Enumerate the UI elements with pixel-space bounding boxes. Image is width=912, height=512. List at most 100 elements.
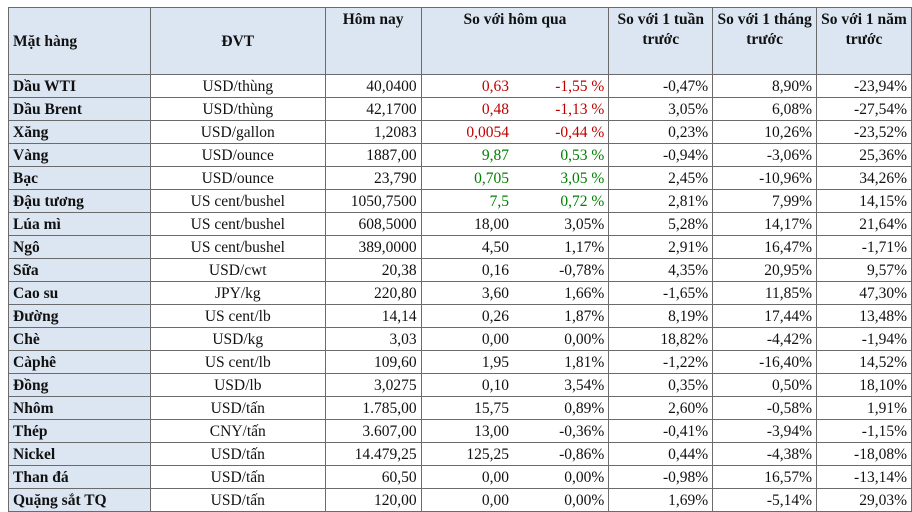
cell-unit: USD/gallon	[149, 120, 326, 144]
table-row: Chè USD/kg 3,03 0,00 0,00% 18,82% -4,42% -1,94%	[8, 327, 912, 351]
cell-change-abs: 3,60	[420, 281, 513, 305]
cell-vs-week: 5,28%	[608, 212, 714, 236]
cell-item: Nhôm	[8, 396, 151, 420]
header-vs-month: So với 1 tháng trước	[712, 7, 818, 75]
cell-item: Lúa mì	[8, 212, 151, 236]
header-row: Mặt hàng ĐVT Hôm nay So với hôm qua So v…	[8, 7, 912, 75]
cell-change-abs: 0,48	[420, 97, 513, 121]
cell-vs-week: -1,65%	[608, 281, 714, 305]
cell-price-today: 42,1700	[324, 97, 422, 121]
cell-unit: US cent/bushel	[149, 212, 326, 236]
cell-price-today: 14.479,25	[324, 442, 422, 466]
cell-vs-month: 8,90%	[712, 74, 818, 98]
cell-item: Bạc	[8, 166, 151, 190]
header-vs-week: So với 1 tuần trước	[608, 7, 714, 75]
cell-price-today: 109,60	[324, 350, 422, 374]
cell-unit: USD/ounce	[149, 143, 326, 167]
cell-item: Thép	[8, 419, 151, 443]
cell-vs-week: -0,41%	[608, 419, 714, 443]
cell-change-pct: -0,86%	[512, 442, 610, 466]
cell-item: Xăng	[8, 120, 151, 144]
cell-price-today: 3,0275	[324, 373, 422, 397]
cell-change-abs: 0,00	[420, 465, 513, 489]
cell-unit: USD/tấn	[149, 465, 326, 489]
table-row: Vàng USD/ounce 1887,00 9,87 0,53 % -0,94% -3,0…	[8, 143, 912, 167]
cell-price-today: 14,14	[324, 304, 422, 328]
cell-unit: US cent/lb	[149, 304, 326, 328]
header-vs-yesterday: So với hôm qua	[420, 7, 610, 75]
cell-vs-month: 16,47%	[712, 235, 818, 259]
cell-vs-week: 1,69%	[608, 488, 714, 512]
cell-change-pct: 0,72 %	[512, 189, 610, 213]
table-row: Xăng USD/gallon 1,2083 0,0054 -0,44 % 0,23% 10…	[8, 120, 912, 144]
cell-item: Càphê	[8, 350, 151, 374]
cell-change-pct: 0,00%	[512, 488, 610, 512]
cell-change-pct: 0,00%	[512, 327, 610, 351]
cell-change-pct: 3,05%	[512, 212, 610, 236]
cell-change-abs: 13,00	[420, 419, 513, 443]
cell-change-pct: 0,53 %	[512, 143, 610, 167]
cell-vs-month: 7,99%	[712, 189, 818, 213]
cell-item: Ngô	[8, 235, 151, 259]
cell-vs-week: 4,35%	[608, 258, 714, 282]
cell-unit: USD/cwt	[149, 258, 326, 282]
cell-unit: US cent/bushel	[149, 235, 326, 259]
cell-vs-month: -3,06%	[712, 143, 818, 167]
cell-vs-month: 11,85%	[712, 281, 818, 305]
cell-unit: USD/tấn	[149, 488, 326, 512]
cell-price-today: 120,00	[324, 488, 422, 512]
cell-vs-week: 3,05%	[608, 97, 714, 121]
cell-vs-week: 0,23%	[608, 120, 714, 144]
cell-vs-year: 13,48%	[816, 304, 912, 328]
commodity-table-container: Mặt hàng ĐVT Hôm nay So với hôm qua So v…	[8, 7, 912, 512]
cell-vs-year: -1,71%	[816, 235, 912, 259]
cell-vs-week: 2,60%	[608, 396, 714, 420]
cell-vs-year: 21,64%	[816, 212, 912, 236]
table-row: Nhôm USD/tấn 1.785,00 15,75 0,89% 2,60% -0,58%…	[8, 396, 912, 420]
cell-price-today: 389,0000	[324, 235, 422, 259]
cell-item: Đồng	[8, 373, 151, 397]
cell-vs-week: 8,19%	[608, 304, 714, 328]
cell-change-abs: 0,63	[420, 74, 513, 98]
commodity-price-table: Mặt hàng ĐVT Hôm nay So với hôm qua So v…	[8, 7, 912, 512]
cell-price-today: 1.785,00	[324, 396, 422, 420]
table-row: Ngô US cent/bushel 389,0000 4,50 1,17% 2,91% 1…	[8, 235, 912, 259]
cell-vs-month: 0,50%	[712, 373, 818, 397]
cell-vs-month: 14,17%	[712, 212, 818, 236]
cell-unit: USD/ounce	[149, 166, 326, 190]
cell-change-abs: 0,00	[420, 488, 513, 512]
cell-vs-month: -4,42%	[712, 327, 818, 351]
table-body: Dầu WTI USD/thùng 40,0400 0,63 -1,55 % -0,47%…	[8, 74, 912, 512]
cell-unit: USD/tấn	[149, 396, 326, 420]
cell-vs-year: -1,15%	[816, 419, 912, 443]
table-row: Cao su JPY/kg 220,80 3,60 1,66% -1,65% 11,85% 4…	[8, 281, 912, 305]
cell-change-abs: 1,95	[420, 350, 513, 374]
cell-vs-year: 18,10%	[816, 373, 912, 397]
cell-vs-year: 47,30%	[816, 281, 912, 305]
cell-item: Dầu WTI	[8, 74, 151, 98]
table-row: Nickel USD/tấn 14.479,25 125,25 -0,86% 0,44% -…	[8, 442, 912, 466]
cell-change-pct: 0,89%	[512, 396, 610, 420]
header-item: Mặt hàng	[8, 7, 151, 75]
cell-change-abs: 0,00	[420, 327, 513, 351]
cell-vs-week: 0,35%	[608, 373, 714, 397]
cell-price-today: 3.607,00	[324, 419, 422, 443]
cell-price-today: 1887,00	[324, 143, 422, 167]
cell-price-today: 40,0400	[324, 74, 422, 98]
cell-change-pct: 0,00%	[512, 465, 610, 489]
cell-vs-month: 17,44%	[712, 304, 818, 328]
cell-vs-month: 20,95%	[712, 258, 818, 282]
cell-vs-week: -1,22%	[608, 350, 714, 374]
cell-change-pct: 3,05 %	[512, 166, 610, 190]
cell-change-pct: -1,13 %	[512, 97, 610, 121]
cell-vs-month: -4,38%	[712, 442, 818, 466]
cell-item: Cao su	[8, 281, 151, 305]
cell-change-pct: -0,44 %	[512, 120, 610, 144]
cell-unit: USD/kg	[149, 327, 326, 351]
cell-price-today: 20,38	[324, 258, 422, 282]
cell-vs-month: -0,58%	[712, 396, 818, 420]
cell-item: Chè	[8, 327, 151, 351]
cell-unit: USD/thùng	[149, 74, 326, 98]
cell-change-pct: -1,55 %	[512, 74, 610, 98]
cell-vs-month: 16,57%	[712, 465, 818, 489]
